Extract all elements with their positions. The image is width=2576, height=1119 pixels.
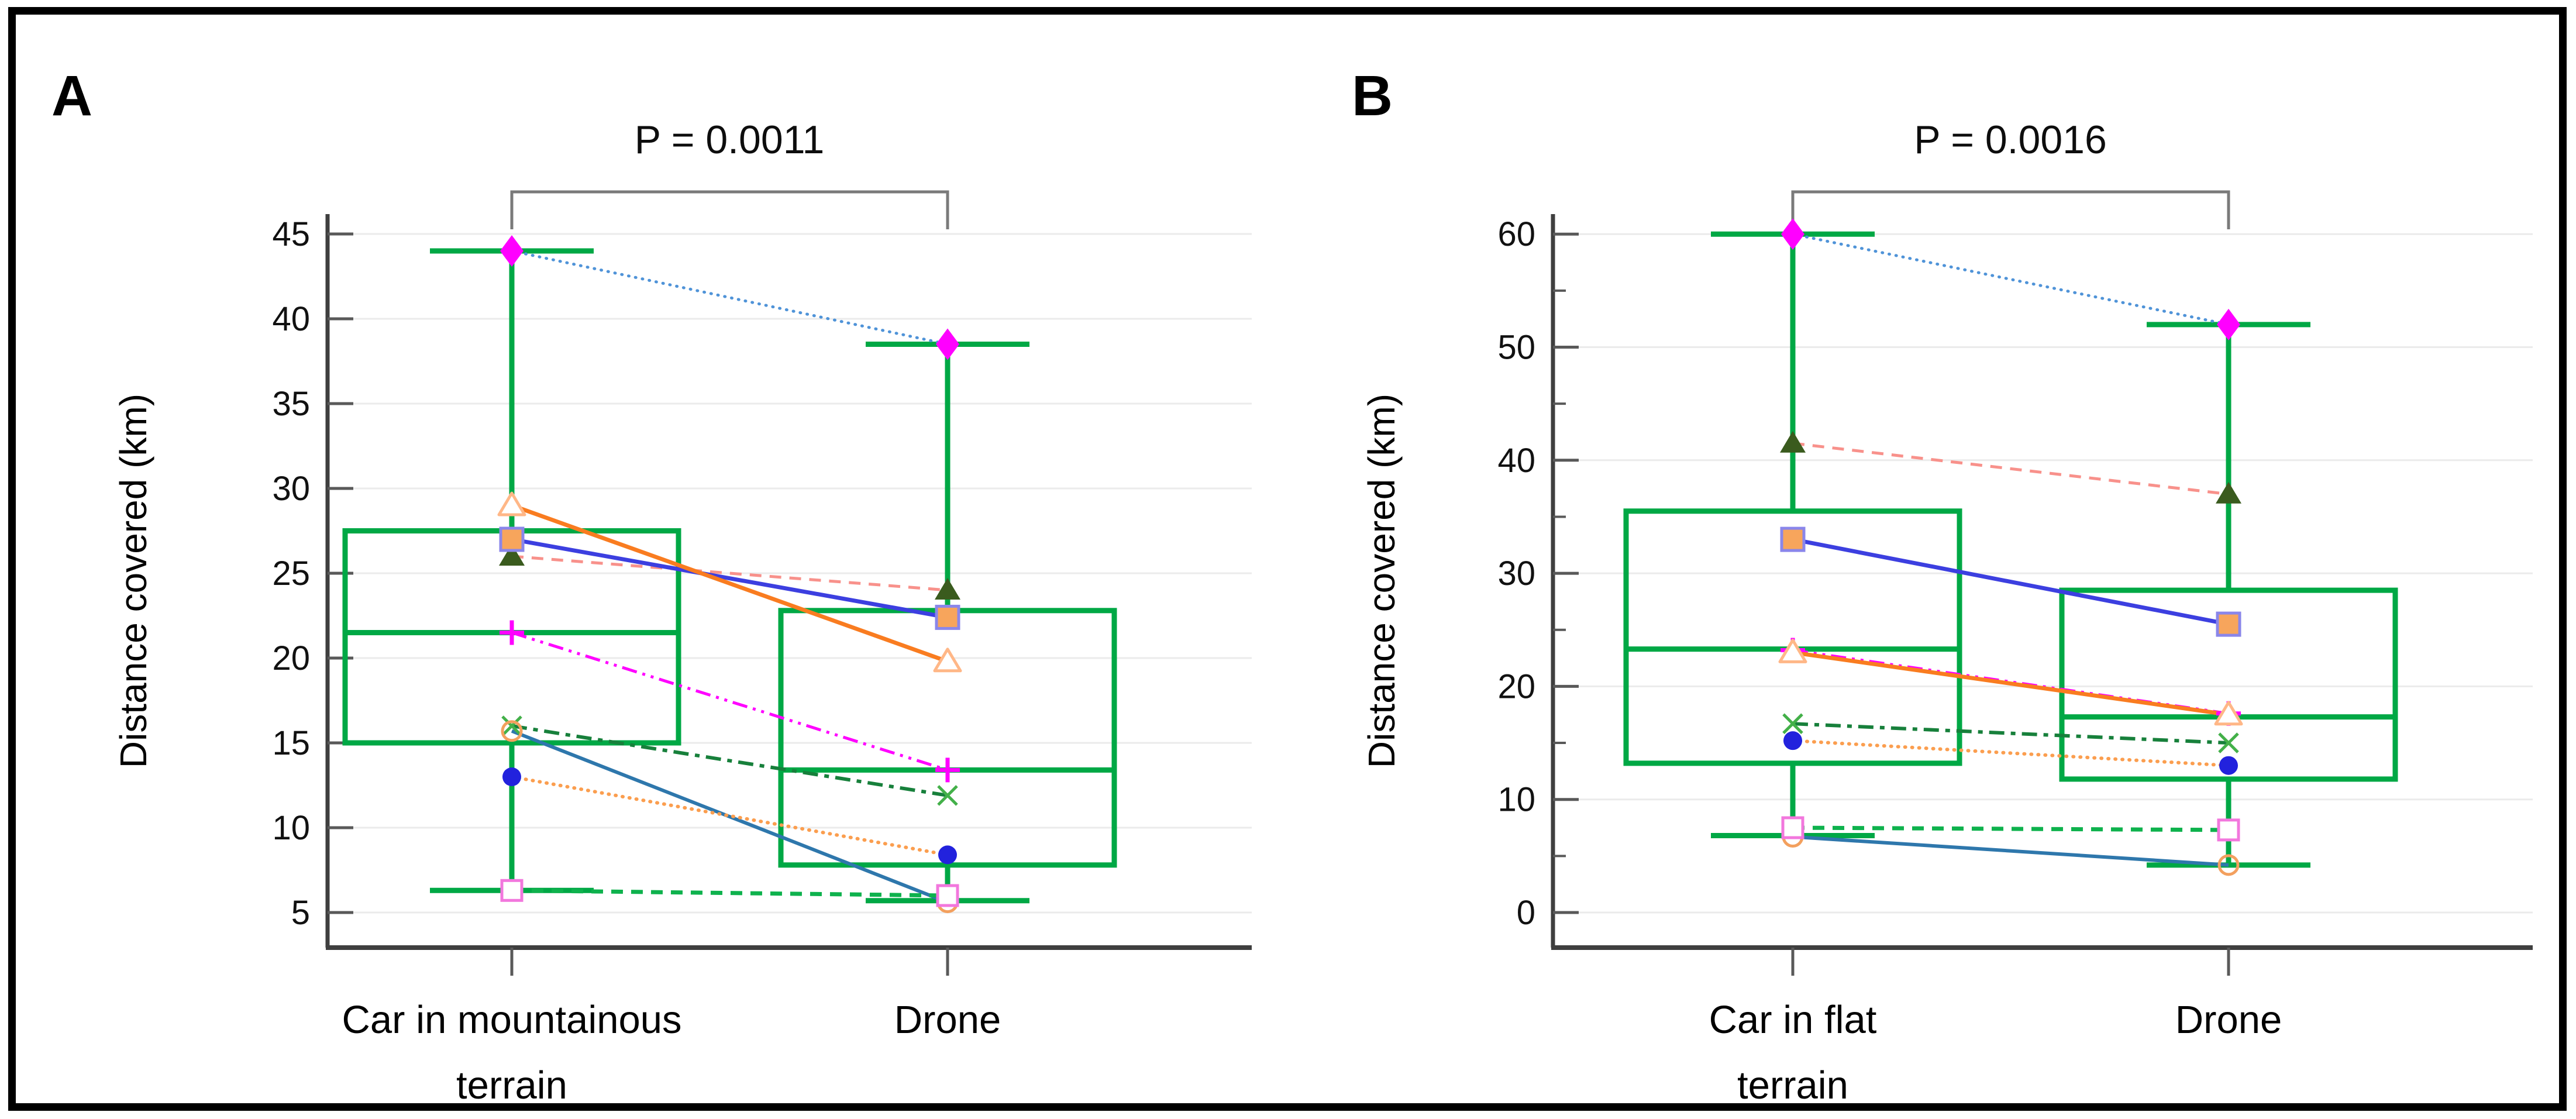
y-tick-label: 20 [272, 639, 310, 677]
y-tick-label: 40 [272, 300, 310, 338]
pair-line-subject-open-square [511, 888, 948, 898]
marker-filled-circle [1783, 731, 1802, 750]
marker-filled-circle [502, 767, 521, 786]
marker-open-square [2217, 818, 2240, 842]
category-label-line: terrain [1737, 1063, 1848, 1107]
panel-b-y-axis-title: Distance covered (km) [1361, 393, 1403, 769]
marker-open-circle [501, 720, 523, 742]
y-tick-label: 5 [291, 894, 310, 932]
box-rect [2059, 587, 2398, 782]
category-label-line: Drone [894, 998, 1001, 1042]
marker-x [501, 715, 522, 736]
pair-line-subject-open-circle [511, 729, 949, 904]
y-tick-label: 10 [272, 809, 310, 847]
y-tick-label: 25 [272, 555, 310, 593]
y-tick-label: 10 [1497, 781, 1535, 819]
marker-filled-diamond [936, 328, 959, 360]
pair-line-subject-blue-circle [1791, 739, 2230, 767]
pair-line-subject-orange-square [511, 537, 948, 619]
marker-x [937, 785, 958, 806]
pair-line-subject-open-triangle [1792, 650, 2229, 717]
marker-filled-triangle [1780, 431, 1806, 453]
y-tick-label: 45 [272, 215, 310, 253]
marker-filled-diamond [500, 235, 524, 267]
category-label-line: Car in flat [1709, 998, 1877, 1042]
marker-filled-square [1780, 526, 1806, 552]
category-label-line: Car in mountainous [342, 998, 682, 1042]
marker-filled-circle [2219, 756, 2238, 775]
marker-filled-square [499, 526, 525, 552]
y-tick-label: 35 [272, 385, 310, 423]
significance-bracket [510, 190, 949, 229]
y-tick-label: 30 [272, 470, 310, 508]
marker-x [2218, 732, 2239, 753]
pair-line-subject-plus [511, 631, 948, 772]
marker-filled-circle [938, 845, 957, 865]
marker-x [1782, 713, 1803, 734]
marker-filled-triangle [499, 544, 525, 566]
pair-line-subject-dark-triangle [1792, 442, 2229, 496]
box-rect [1623, 508, 1962, 766]
pair-line-subject-orange-square [1792, 537, 2229, 626]
pair-line-subject-open-square [1792, 825, 2229, 832]
y-tick-label: 15 [272, 724, 310, 762]
pair-line-subject-x [1792, 722, 2229, 745]
panel-b-p-value: P = 0.0016 [1914, 118, 2107, 162]
panel-a-category-1-label: Car in mountainous terrain [342, 987, 682, 1118]
marker-open-triangle [2214, 701, 2243, 726]
marker-filled-diamond [1781, 218, 1804, 250]
panel-b-letter: B [1351, 64, 1393, 128]
marker-open-circle [2217, 854, 2240, 876]
marker-filled-square [2216, 611, 2241, 637]
y-tick-label: 60 [1497, 215, 1535, 253]
y-tick-label: 0 [1517, 894, 1535, 932]
marker-open-triangle [1778, 638, 1807, 663]
marker-filled-diamond [2217, 308, 2240, 340]
panel-b-category-1-label: Car in flat terrain [1709, 987, 1877, 1118]
pair-line-subject-diamond [510, 249, 949, 346]
marker-filled-square [935, 604, 960, 630]
marker-open-triangle [497, 491, 526, 517]
y-tick-label: 40 [1497, 442, 1535, 480]
marker-open-square [936, 884, 959, 907]
panel-b-category-2-label: Drone [2175, 987, 2282, 1053]
panel-a-category-2-label: Drone [894, 987, 1001, 1053]
category-label-line: terrain [456, 1063, 567, 1107]
y-tick-label: 50 [1497, 329, 1535, 367]
marker-open-triangle [933, 648, 962, 673]
marker-filled-triangle [2216, 481, 2241, 504]
category-label-line: Drone [2175, 998, 2282, 1042]
panel-a-p-value: P = 0.0011 [634, 118, 825, 162]
pair-line-subject-diamond [1791, 232, 2230, 326]
panel-a-y-axis-title: Distance covered (km) [112, 393, 154, 769]
pair-line-subject-open-triangle [511, 503, 949, 664]
marker-open-square [500, 879, 524, 902]
y-tick-label: 30 [1497, 555, 1535, 593]
pair-line-subject-x [511, 724, 948, 797]
marker-filled-triangle [935, 578, 960, 600]
pair-line-subject-dark-triangle [511, 555, 948, 592]
pair-line-subject-open-circle [1792, 835, 2229, 867]
panel-a-letter: A [51, 64, 93, 128]
y-tick-label: 20 [1497, 667, 1535, 705]
significance-bracket [1791, 190, 2230, 229]
marker-open-square [1781, 816, 1804, 839]
